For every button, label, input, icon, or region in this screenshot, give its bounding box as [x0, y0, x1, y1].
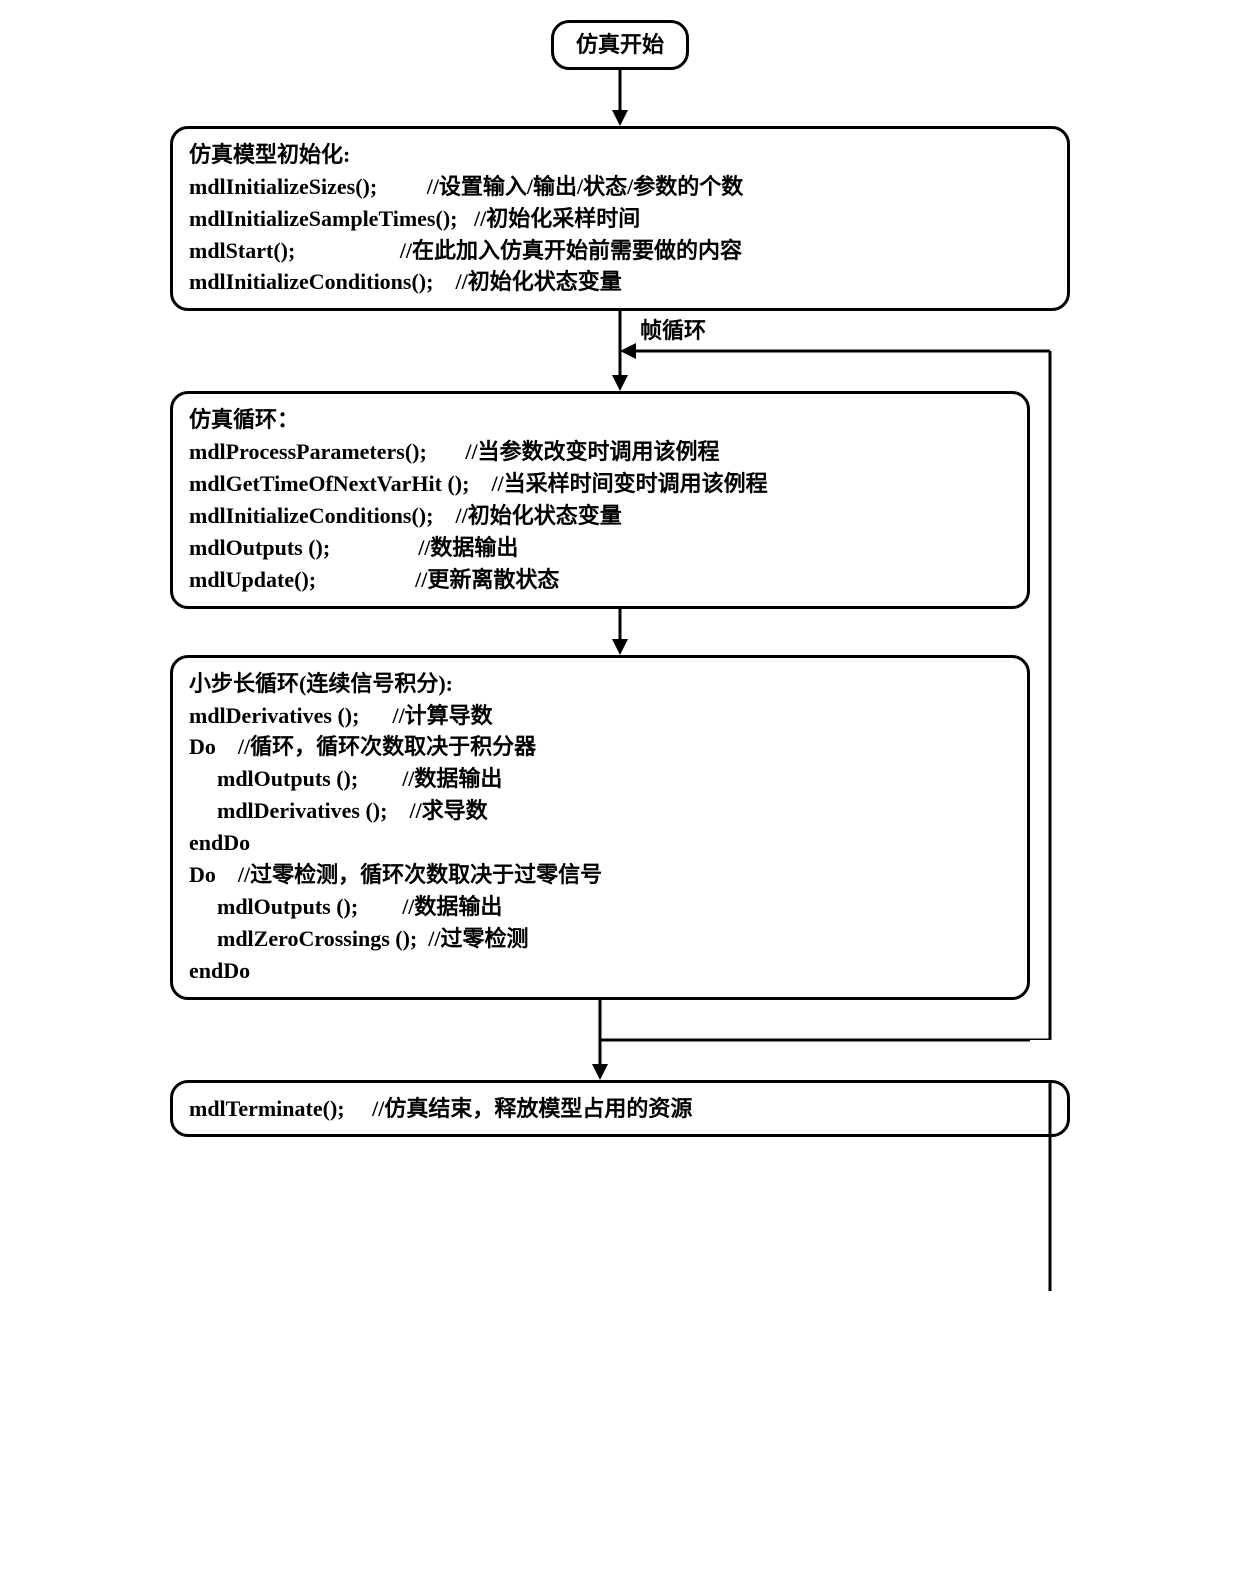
- comment: //数据输出: [402, 763, 502, 795]
- fn-call: mdlInitializeConditions();: [189, 500, 455, 532]
- fn-call: endDo: [189, 827, 355, 859]
- start-node: 仿真开始: [551, 20, 689, 70]
- comment: //在此加入仿真开始前需要做的内容: [400, 235, 742, 267]
- fn-call: Do: [189, 731, 238, 763]
- comment: //更新离散状态: [415, 564, 559, 596]
- comment: //初始化采样时间: [474, 203, 640, 235]
- box-integration-title: 小步长循环(连续信号积分):: [189, 668, 1011, 700]
- code-line: mdlOutputs (); //数据输出: [189, 532, 1011, 564]
- loop-right-vertical: [1030, 391, 1070, 1291]
- code-line: mdlDerivatives (); //求导数: [189, 795, 1011, 827]
- comment: //仿真结束，释放模型占用的资源: [372, 1093, 692, 1125]
- arrow-box2-box3: [600, 609, 640, 655]
- fn-call: mdlInitializeSizes();: [189, 171, 427, 203]
- loop-merge-area: 帧循环: [170, 311, 1070, 391]
- comment: //过零检测，循环次数取决于过零信号: [238, 859, 602, 891]
- fn-call: mdlDerivatives ();: [189, 700, 392, 732]
- code-line: mdlZeroCrossings (); //过零检测: [189, 923, 1011, 955]
- comment: //初始化状态变量: [455, 266, 621, 298]
- comment: //循环，循环次数取决于积分器: [238, 731, 536, 763]
- box-integration-lines: mdlDerivatives (); //计算导数Do //循环，循环次数取决于…: [189, 700, 1011, 987]
- box-integration: 小步长循环(连续信号积分): mdlDerivatives (); //计算导数…: [170, 655, 1030, 1000]
- fn-call: endDo: [189, 955, 355, 987]
- code-line: mdlInitializeSizes(); //设置输入/输出/状态/参数的个数: [189, 171, 1051, 203]
- flowchart: 仿真开始 仿真模型初始化: mdlInitializeSizes(); //设置…: [170, 20, 1070, 1137]
- fn-call: mdlUpdate();: [189, 564, 415, 596]
- code-line: endDo: [189, 955, 1011, 987]
- box-init: 仿真模型初始化: mdlInitializeSizes(); //设置输入/输出…: [170, 126, 1070, 311]
- box-simloop-title: 仿真循环：: [189, 404, 1011, 436]
- comment: //当参数改变时调用该例程: [465, 436, 719, 468]
- fn-call: mdlInitializeConditions();: [189, 266, 455, 298]
- code-line: mdlTerminate(); //仿真结束，释放模型占用的资源: [189, 1093, 1051, 1125]
- fn-call: mdlStart();: [189, 235, 400, 267]
- code-line: mdlProcessParameters(); //当参数改变时调用该例程: [189, 436, 1011, 468]
- fn-call: mdlZeroCrossings ();: [217, 923, 428, 955]
- comment: //初始化状态变量: [455, 500, 621, 532]
- code-line: mdlDerivatives (); //计算导数: [189, 700, 1011, 732]
- start-label: 仿真开始: [576, 32, 664, 57]
- fn-call: Do: [189, 859, 238, 891]
- arrow-start-box1: [600, 70, 640, 126]
- fn-call: mdlDerivatives ();: [217, 795, 409, 827]
- box-simloop: 仿真循环： mdlProcessParameters(); //当参数改变时调用…: [170, 391, 1030, 608]
- loop-label: 帧循环: [640, 313, 706, 345]
- fn-call: mdlInitializeSampleTimes();: [189, 203, 474, 235]
- code-line: Do //过零检测，循环次数取决于过零信号: [189, 859, 1011, 891]
- box-simloop-lines: mdlProcessParameters(); //当参数改变时调用该例程mdl…: [189, 436, 1011, 595]
- box-init-lines: mdlInitializeSizes(); //设置输入/输出/状态/参数的个数…: [189, 171, 1051, 299]
- box-init-title: 仿真模型初始化:: [189, 139, 1051, 171]
- code-line: mdlStart(); //在此加入仿真开始前需要做的内容: [189, 235, 1051, 267]
- fn-call: mdlProcessParameters();: [189, 436, 465, 468]
- code-line: mdlUpdate(); //更新离散状态: [189, 564, 1011, 596]
- code-line: mdlGetTimeOfNextVarHit (); //当采样时间变时调用该例…: [189, 468, 1011, 500]
- comment: //过零检测: [428, 923, 528, 955]
- code-line: mdlOutputs (); //数据输出: [189, 891, 1011, 923]
- comment: //当采样时间变时调用该例程: [491, 468, 767, 500]
- comment: //数据输出: [402, 891, 502, 923]
- fn-call: mdlGetTimeOfNextVarHit ();: [189, 468, 491, 500]
- code-line: endDo: [189, 827, 1011, 859]
- comment: //数据输出: [418, 532, 518, 564]
- comment: //计算导数: [392, 700, 492, 732]
- code-line: mdlInitializeConditions(); //初始化状态变量: [189, 266, 1051, 298]
- arrow-box3-box4: [170, 1000, 1070, 1080]
- code-line: mdlInitializeSampleTimes(); //初始化采样时间: [189, 203, 1051, 235]
- code-line: mdlOutputs (); //数据输出: [189, 763, 1011, 795]
- fn-call: mdlOutputs ();: [189, 532, 418, 564]
- fn-call: mdlOutputs ();: [217, 891, 402, 923]
- arrow-box1-box2: [170, 311, 1070, 391]
- comment: //求导数: [409, 795, 487, 827]
- start-wrap: 仿真开始: [170, 20, 1070, 70]
- code-line: mdlInitializeConditions(); //初始化状态变量: [189, 500, 1011, 532]
- box-terminate-lines: mdlTerminate(); //仿真结束，释放模型占用的资源: [189, 1093, 1051, 1125]
- code-line: Do //循环，循环次数取决于积分器: [189, 731, 1011, 763]
- fn-call: mdlTerminate();: [189, 1093, 372, 1125]
- fn-call: mdlOutputs ();: [217, 763, 402, 795]
- box-terminate: mdlTerminate(); //仿真结束，释放模型占用的资源: [170, 1080, 1070, 1138]
- comment: //设置输入/输出/状态/参数的个数: [427, 171, 744, 203]
